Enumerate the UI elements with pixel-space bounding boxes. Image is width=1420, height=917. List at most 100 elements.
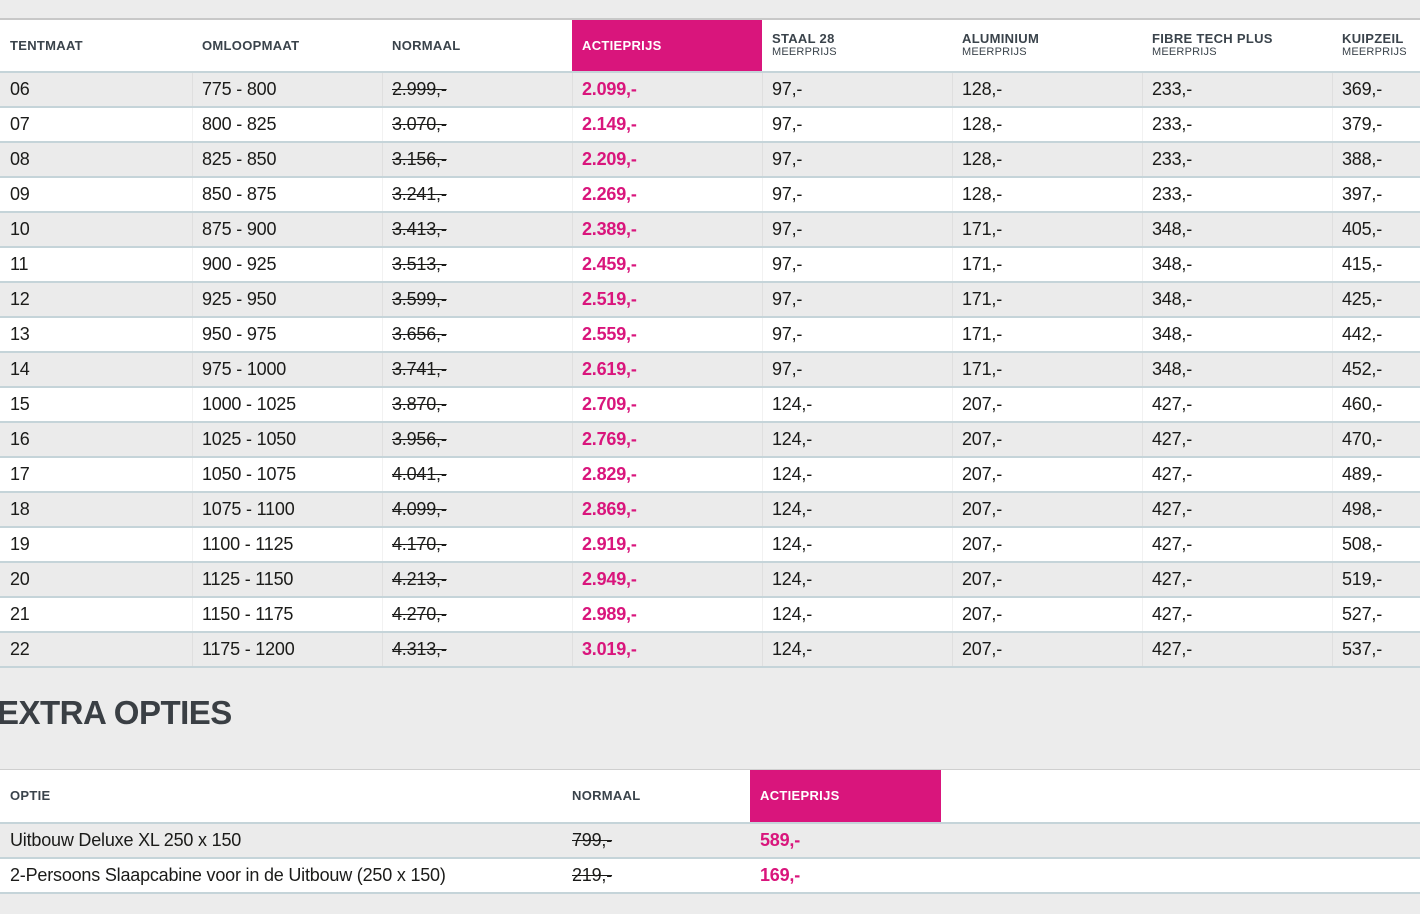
normaal-price: 4.099,- [382,493,572,526]
aluminium-meerprijs: 171,- [952,318,1142,351]
tentmaat-value: 17 [10,464,30,484]
price-row-21: 21 1150 - 1175 4.270,- 2.989,- 124,- 207,- 427… [0,598,1420,633]
actieprijs-price: 2.949,- [572,563,762,596]
extra-option-row: 2-Persoons Slaapcabine voor in de Uitbou… [0,859,1420,894]
aluminium-meerprijs: 207,- [952,458,1142,491]
col-header-aluminium: ALUMINIUM MEERPRIJS [952,20,1142,71]
tentmaat-value: 06 [10,79,30,99]
kuipzeil-meerprijs: 369,- [1332,73,1420,106]
price-row-12: 12 925 - 950 3.599,- 2.519,- 97,- 171,- 348,- 4… [0,283,1420,318]
actieprijs-price: 2.829,- [572,458,762,491]
price-row-06: 06 775 - 800 2.999,- 2.099,- 97,- 128,- 233,- 3… [0,73,1420,108]
kuipzeil-meerprijs: 460,- [1332,388,1420,421]
fibre-tech-plus-meerprijs: 427,- [1142,493,1332,526]
extra-options-table: OPTIE NORMAAL ACTIEPRIJS Uitbouw Deluxe … [0,770,1420,894]
price-row-20: 20 1125 - 1150 4.213,- 2.949,- 124,- 207,- 427… [0,563,1420,598]
omloopmaat-value: 875 - 900 [192,213,382,246]
staal28-meerprijs: 124,- [762,458,952,491]
staal28-meerprijs: 97,- [762,143,952,176]
staal28-meerprijs: 97,- [762,248,952,281]
actieprijs-price: 2.519,- [572,283,762,316]
fibre-tech-plus-meerprijs: 348,- [1142,353,1332,386]
normaal-price: 4.041,- [382,458,572,491]
header-filler [941,770,1420,822]
extra-option-row: Uitbouw Deluxe XL 250 x 150 799,- 589,- [0,824,1420,859]
actieprijs-price: 2.149,- [572,108,762,141]
tentmaat-value: 10 [10,219,30,239]
staal28-meerprijs: 97,- [762,283,952,316]
fibre-tech-plus-meerprijs: 427,- [1142,563,1332,596]
kuipzeil-meerprijs: 388,- [1332,143,1420,176]
kuipzeil-meerprijs: 397,- [1332,178,1420,211]
aluminium-meerprijs: 171,- [952,283,1142,316]
col-header-label: FIBRE TECH PLUS [1152,31,1273,46]
bottom-strip [0,894,1420,914]
actieprijs-price: 2.099,- [572,73,762,106]
extra-options-section: EXTRA OPTIES [0,668,1420,770]
kuipzeil-meerprijs: 537,- [1332,633,1420,666]
price-row-18: 18 1075 - 1100 4.099,- 2.869,- 124,- 207,- 427… [0,493,1420,528]
price-row-17: 17 1050 - 1075 4.041,- 2.829,- 124,- 207,- 427… [0,458,1420,493]
aluminium-meerprijs: 207,- [952,528,1142,561]
col-header-label: OMLOOPMAAT [202,37,300,53]
optie-label: Uitbouw Deluxe XL 250 x 150 [10,830,242,850]
aluminium-meerprijs: 128,- [952,73,1142,106]
fibre-tech-plus-meerprijs: 233,- [1142,73,1332,106]
fibre-tech-plus-meerprijs: 427,- [1142,388,1332,421]
extra-table-body: Uitbouw Deluxe XL 250 x 150 799,- 589,- 2-P… [0,824,1420,894]
price-row-22: 22 1175 - 1200 4.313,- 3.019,- 124,- 207,- 427… [0,633,1420,668]
kuipzeil-meerprijs: 452,- [1332,353,1420,386]
omloopmaat-value: 1050 - 1075 [192,458,382,491]
staal28-meerprijs: 97,- [762,213,952,246]
col-header-actieprijs: ACTIEPRIJS [572,20,762,71]
price-row-07: 07 800 - 825 3.070,- 2.149,- 97,- 128,- 233,- 3… [0,108,1420,143]
normaal-price: 4.313,- [382,633,572,666]
kuipzeil-meerprijs: 442,- [1332,318,1420,351]
normaal-price: 3.513,- [382,248,572,281]
fibre-tech-plus-meerprijs: 427,- [1142,458,1332,491]
omloopmaat-value: 1150 - 1175 [192,598,382,631]
omloopmaat-value: 825 - 850 [192,143,382,176]
tentmaat-value: 14 [10,359,30,379]
aluminium-meerprijs: 128,- [952,178,1142,211]
actieprijs-price: 2.709,- [572,388,762,421]
aluminium-meerprijs: 128,- [952,108,1142,141]
actieprijs-price: 169,- [760,865,801,885]
normaal-price: 3.241,- [382,178,572,211]
tentmaat-value: 07 [10,114,30,134]
staal28-meerprijs: 124,- [762,493,952,526]
aluminium-meerprijs: 171,- [952,248,1142,281]
staal28-meerprijs: 97,- [762,108,952,141]
main-price-table: TENTMAAT OMLOOPMAAT NORMAAL ACTIEPRIJS S… [0,20,1420,668]
extra-options-heading: EXTRA OPTIES [0,694,232,731]
col-header-sublabel: MEERPRIJS [1342,46,1407,58]
staal28-meerprijs: 97,- [762,318,952,351]
kuipzeil-meerprijs: 425,- [1332,283,1420,316]
optie-label: 2-Persoons Slaapcabine voor in de Uitbou… [10,865,446,885]
tentmaat-value: 13 [10,324,30,344]
col-header-optie: OPTIE [0,770,562,822]
row-filler [941,859,1420,892]
staal28-meerprijs: 97,- [762,73,952,106]
omloopmaat-value: 1100 - 1125 [192,528,382,561]
aluminium-meerprijs: 207,- [952,388,1142,421]
omloopmaat-value: 775 - 800 [192,73,382,106]
price-row-15: 15 1000 - 1025 3.870,- 2.709,- 124,- 207,- 427… [0,388,1420,423]
omloopmaat-value: 975 - 1000 [192,353,382,386]
fibre-tech-plus-meerprijs: 233,- [1142,178,1332,211]
tentmaat-value: 08 [10,149,30,169]
actieprijs-price: 2.919,- [572,528,762,561]
price-row-19: 19 1100 - 1125 4.170,- 2.919,- 124,- 207,- 427… [0,528,1420,563]
normaal-price: 3.741,- [382,353,572,386]
tentmaat-value: 09 [10,184,30,204]
tentmaat-value: 16 [10,429,30,449]
col-header-kuipzeil: KUIPZEIL MEERPRIJS [1332,20,1420,71]
actieprijs-price: 589,- [760,830,801,850]
normaal-price: 3.070,- [382,108,572,141]
actieprijs-price: 2.459,- [572,248,762,281]
fibre-tech-plus-meerprijs: 348,- [1142,213,1332,246]
actieprijs-price: 2.769,- [572,423,762,456]
tentmaat-value: 20 [10,569,30,589]
kuipzeil-meerprijs: 405,- [1332,213,1420,246]
col-header-normaal: NORMAAL [382,20,572,71]
